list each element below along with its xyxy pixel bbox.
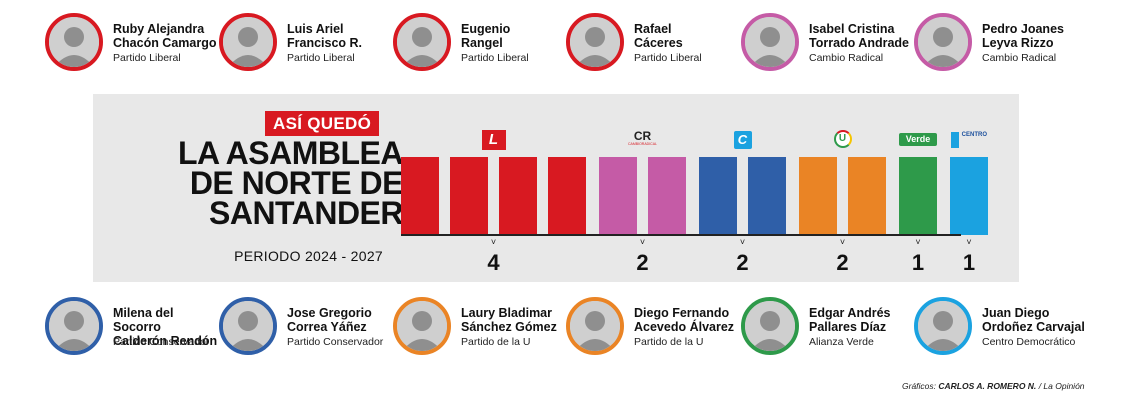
candidate-card-jose-gregorio-correa-yanez: Jose Gregorio Correa Yáñez Partido Conser… [219, 297, 391, 367]
credit-author: CARLOS A. ROMERO N. [938, 381, 1037, 391]
candidate-card-rafael-caceres: Rafael Cáceres Partido Liberal [566, 13, 738, 83]
candidate-photo-avatar [741, 13, 799, 71]
candidate-photo-avatar [914, 13, 972, 71]
candidate-card-pedro-joanes-leyva-rizzo: Pedro Joanes Leyva Rizzo Cambio Radical [914, 13, 1086, 83]
candidate-photo-avatar [219, 297, 277, 355]
seat-count-cambio-radical: 2 [636, 250, 649, 275]
candidate-card-edgar-andres-pallares-diaz: Edgar Andrés Pallares Díaz Alianza Verde [741, 297, 913, 367]
asi-quedo-badge: ASÍ QUEDÓ [265, 111, 380, 136]
seat-bar-centro-democratico [950, 157, 988, 235]
candidate-party: Partido Conservador [113, 336, 210, 348]
graphics-credit: Gráficos: CARLOS A. ROMERO N. / La Opini… [902, 381, 1085, 391]
candidate-card-milena-del-socorro-calderon-rendon: Milena del Socorro Calderón Rendón Partid… [45, 297, 217, 367]
party-logo-text: CR [633, 129, 652, 143]
candidate-party: Cambio Radical [982, 52, 1057, 64]
candidate-name: Diego Fernando Acevedo Álvarez [634, 306, 735, 334]
candidate-name: Milena del Socorro Calderón Rendón [113, 306, 218, 348]
chevron-down-icon: ˅ [915, 237, 921, 247]
candidate-card-eugenio-rangel: Eugenio Rangel Partido Liberal [393, 13, 565, 83]
candidate-name: Isabel Cristina Torrado Andrade [809, 22, 910, 50]
candidate-photo-avatar [566, 13, 624, 71]
seats-axis-line [401, 234, 961, 236]
seat-bar-cambio-radical [599, 157, 637, 235]
chevron-down-icon: ˅ [739, 237, 746, 247]
candidate-photo-avatar [566, 297, 624, 355]
party-logo-text: Verde [905, 134, 931, 144]
candidate-name: Juan Diego Ordoñez Carvajal [982, 306, 1085, 334]
candidate-name: Jose Gregorio Correa Yáñez [287, 306, 372, 334]
cambio-radical-logo-icon: CR CAMBIORADICAL [628, 130, 658, 150]
candidate-photo-avatar [914, 297, 972, 355]
seat-count-centro-democratico: 1 [962, 250, 976, 275]
candidate-name: Edgar Andrés Pallares Díaz [809, 306, 891, 334]
seat-bar-partido-de-la-u [799, 157, 837, 235]
seat-count-partido-liberal: 4 [487, 250, 500, 275]
alianza-verde-logo-icon: Verde [899, 133, 937, 146]
credit-label: Gráficos: [902, 381, 937, 391]
candidate-photo-avatar [741, 297, 799, 355]
panel-title: LA ASAMBLEA DE NORTE DE SANTANDER [178, 135, 404, 231]
candidate-party: Partido Liberal [634, 52, 702, 64]
candidate-card-diego-fernando-acevedo-alvarez: Diego Fernando Acevedo Álvarez Partido de… [566, 297, 738, 367]
seat-bar-partido-de-la-u [848, 157, 886, 235]
party-logo-subtext: CAMBIORADICAL [628, 142, 657, 146]
candidate-party: Cambio Radical [809, 52, 884, 64]
seat-bar-partido-liberal [401, 157, 439, 235]
candidate-name: Ruby Alejandra Chacón Camargo [113, 22, 217, 50]
conservador-logo-icon: C [733, 131, 752, 149]
party-logo-text: L [488, 131, 499, 148]
candidate-party: Partido Conservador [287, 336, 384, 348]
candidate-card-isabel-cristina-torrado-andrade: Isabel Cristina Torrado Andrade Cambio Ra… [741, 13, 913, 83]
candidate-name: Luis Ariel Francisco R. [287, 22, 363, 50]
seat-bar-partido-liberal [499, 157, 537, 235]
candidate-card-luis-ariel-francisco-r: Luis Ariel Francisco R. Partido Liberal [219, 13, 391, 83]
party-logo-text: C [737, 132, 748, 147]
seat-bar-partido-conservador [699, 157, 737, 235]
seat-bar-cambio-radical [648, 157, 686, 235]
candidate-name: Rafael Cáceres [634, 22, 683, 50]
assembly-composition-panel: ASÍ QUEDÓ LA ASAMBLEA DE NORTE DE SANTAN… [93, 94, 1019, 282]
seat-bar-partido-liberal [548, 157, 586, 235]
candidate-name: Eugenio Rangel [461, 22, 511, 50]
candidate-name: Laury Bladimar Sánchez Gómez [461, 306, 557, 334]
seat-bar-alianza-verde [899, 157, 937, 235]
seat-count-alianza-verde: 1 [911, 250, 925, 275]
candidate-photo-avatar [393, 13, 451, 71]
candidate-party: Partido de la U [461, 336, 531, 348]
candidate-card-juan-diego-ordonez-carvajal: Juan Diego Ordoñez Carvajal Centro Democr… [914, 297, 1086, 367]
centro-democratico-logo-icon: CENTRO [951, 132, 987, 148]
candidate-photo-avatar [45, 13, 103, 71]
candidate-party: Partido Liberal [287, 52, 355, 64]
seat-count-partido-conservador: 2 [736, 250, 749, 275]
candidate-name: Pedro Joanes Leyva Rizzo [982, 22, 1064, 50]
candidate-photo-avatar [45, 297, 103, 355]
candidate-photo-avatar [219, 13, 277, 71]
party-logo-text: U [838, 133, 847, 144]
candidate-party: Partido Liberal [461, 52, 529, 64]
chevron-down-icon: ˅ [639, 237, 646, 247]
candidate-party: Alianza Verde [809, 336, 874, 348]
chevron-down-icon: ˅ [490, 237, 497, 247]
seat-count-partido-de-la-u: 2 [836, 250, 849, 275]
period-label: PERIODO 2024 - 2027 [234, 248, 383, 264]
candidate-party: Partido de la U [634, 336, 704, 348]
chevron-down-icon: ˅ [839, 237, 846, 247]
candidate-photo-avatar [393, 297, 451, 355]
candidate-party: Centro Democrático [982, 336, 1076, 348]
seat-bar-partido-liberal [450, 157, 488, 235]
chevron-down-icon: ˅ [966, 237, 972, 247]
liberal-logo-icon: L [481, 130, 506, 150]
candidate-card-laury-bladimar-sanchez-gomez: Laury Bladimar Sánchez Gómez Partido de l… [393, 297, 565, 367]
seat-bar-partido-conservador [748, 157, 786, 235]
partido-u-logo-icon: U [833, 130, 852, 148]
credit-source: / La Opinión [1038, 381, 1085, 391]
candidate-party: Partido Liberal [113, 52, 181, 64]
candidate-card-ruby-alejandra-chacon-camargo: Ruby Alejandra Chacón Camargo Partido Lib… [45, 13, 217, 83]
party-logo-text: CENTRO [961, 132, 987, 138]
